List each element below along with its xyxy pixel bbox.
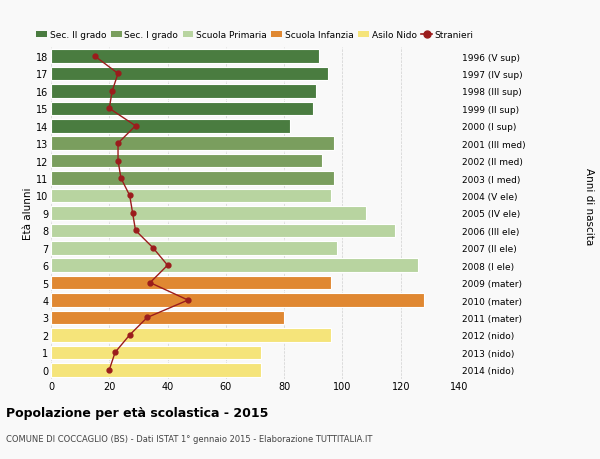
Legend: Sec. II grado, Sec. I grado, Scuola Primaria, Scuola Infanzia, Asilo Nido, Stran: Sec. II grado, Sec. I grado, Scuola Prim… bbox=[36, 31, 474, 40]
Bar bbox=[51, 189, 331, 203]
Bar bbox=[51, 67, 328, 81]
Bar bbox=[51, 207, 366, 220]
Bar bbox=[51, 363, 261, 377]
Text: Popolazione per età scolastica - 2015: Popolazione per età scolastica - 2015 bbox=[6, 406, 268, 419]
Bar bbox=[51, 328, 331, 342]
Bar bbox=[51, 155, 322, 168]
Bar bbox=[51, 172, 334, 185]
Bar bbox=[51, 311, 284, 325]
Bar bbox=[51, 85, 316, 99]
Text: COMUNE DI COCCAGLIO (BS) - Dati ISTAT 1° gennaio 2015 - Elaborazione TUTTITALIA.: COMUNE DI COCCAGLIO (BS) - Dati ISTAT 1°… bbox=[6, 434, 373, 443]
Bar bbox=[51, 120, 290, 133]
Bar bbox=[51, 102, 313, 116]
Bar bbox=[51, 276, 331, 290]
Bar bbox=[51, 241, 337, 255]
Bar bbox=[51, 224, 395, 238]
Text: Anni di nascita: Anni di nascita bbox=[584, 168, 594, 245]
Bar bbox=[51, 50, 319, 64]
Bar bbox=[51, 346, 261, 359]
Y-axis label: Età alunni: Età alunni bbox=[23, 187, 33, 240]
Bar bbox=[51, 137, 334, 151]
Bar bbox=[51, 259, 418, 272]
Bar bbox=[51, 294, 424, 307]
